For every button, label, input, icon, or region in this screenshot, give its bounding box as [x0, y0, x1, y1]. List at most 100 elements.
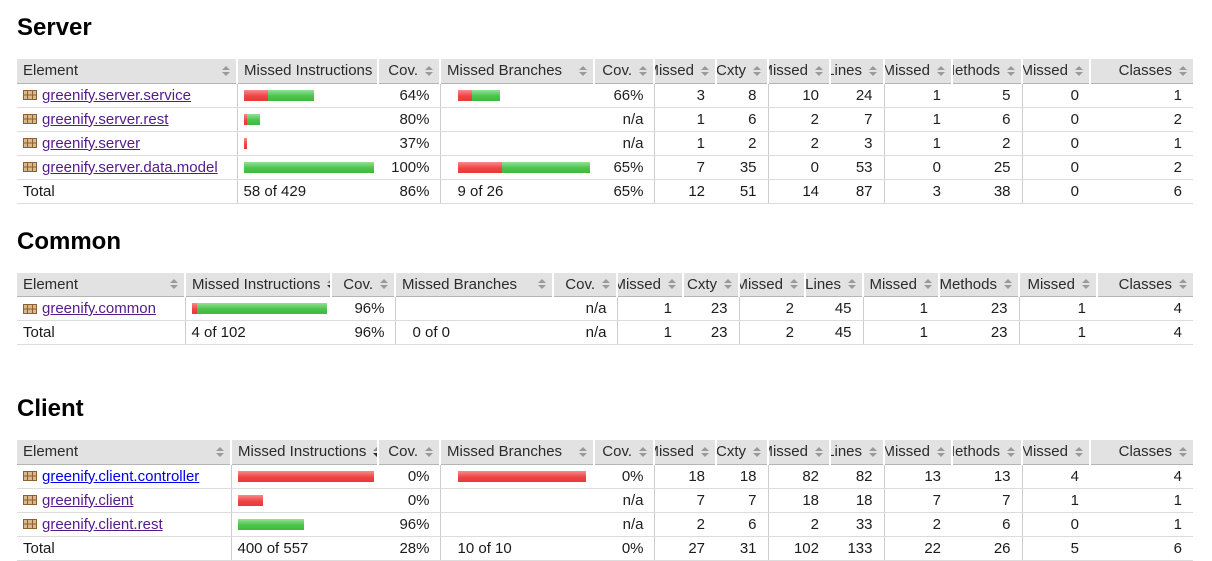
sort-both-icon	[1007, 65, 1015, 76]
column-header-element-0[interactable]: Element	[17, 440, 231, 465]
column-header-missed-7[interactable]: Missed	[767, 59, 830, 84]
missed-bar-segment	[243, 113, 247, 125]
branch-coverage-value: 0%	[594, 464, 654, 489]
column-header-element-0[interactable]: Element	[17, 59, 237, 84]
column-header-cov-2[interactable]: Cov.	[330, 272, 395, 297]
total-label: Total	[17, 320, 185, 345]
metric-value: 13	[952, 464, 1022, 489]
coverage-bar	[243, 108, 375, 131]
column-header-missed-instructions-1[interactable]: Missed Instructions	[184, 272, 331, 297]
column-header-cov-2[interactable]: Cov.	[377, 440, 440, 465]
sort-both-icon	[1179, 279, 1187, 290]
missed-bar-segment	[457, 161, 503, 173]
column-header-missed-11[interactable]: Missed	[1018, 272, 1097, 297]
total-instruction-coverage: 86%	[378, 179, 440, 204]
column-header-label: Lines	[832, 443, 862, 461]
covered-bar-segment	[267, 89, 314, 101]
metric-value: 2	[767, 131, 830, 156]
metric-value: 6	[952, 107, 1022, 132]
column-header-methods-10[interactable]: Methods	[938, 272, 1019, 297]
sort-both-icon	[937, 446, 945, 457]
metric-value: 13	[883, 464, 952, 489]
column-header-missed-11[interactable]: Missed	[1021, 59, 1090, 84]
total-metric-value: 3	[883, 179, 952, 204]
metric-value: 0	[1021, 512, 1090, 537]
coverage-table-common: Element Missed Instructions Cov. Missed Bra…	[17, 272, 1193, 345]
package-row: greenify.client.rest 96% n/a 2 6 2 33 2 6 0 1	[17, 512, 1193, 537]
sort-both-icon	[222, 65, 230, 76]
column-header-cxty-6[interactable]: Cxty	[715, 59, 768, 84]
column-header-classes-12[interactable]: Classes	[1089, 440, 1193, 465]
column-header-missed-11[interactable]: Missed	[1021, 440, 1090, 465]
column-header-missed-instructions-1[interactable]: Missed Instructions	[236, 59, 378, 84]
column-header-label: Missed	[656, 443, 694, 461]
column-header-missed-branches-3[interactable]: Missed Branches	[394, 272, 553, 297]
column-header-cov-2[interactable]: Cov.	[377, 59, 440, 84]
column-header-missed-5[interactable]: Missed	[616, 272, 683, 297]
column-header-missed-7[interactable]: Missed	[767, 440, 830, 465]
metric-value: 0	[1021, 155, 1090, 180]
total-metric-value: 1	[616, 320, 683, 345]
sort-both-icon	[701, 65, 709, 76]
covered-bar-segment	[237, 518, 304, 530]
sort-both-icon	[848, 279, 856, 290]
column-header-cov-4[interactable]: Cov.	[593, 59, 654, 84]
metric-value: 1	[1090, 131, 1193, 156]
column-header-missed-branches-3[interactable]: Missed Branches	[439, 59, 594, 84]
sort-desc-icon	[373, 446, 378, 457]
package-link-greenify-server[interactable]: greenify.server	[42, 134, 141, 152]
total-metric-value: 12	[653, 179, 716, 204]
column-header-cxty-6[interactable]: Cxty	[682, 272, 739, 297]
branch-coverage-value: n/a	[594, 512, 654, 537]
branch-coverage-value: n/a	[594, 488, 654, 513]
package-link-greenify-common[interactable]: greenify.common	[42, 300, 156, 317]
package-link-greenify-server-rest[interactable]: greenify.server.rest	[42, 110, 169, 128]
coverage-table-client: Element Missed Instructions Cov. Missed Bra…	[17, 440, 1193, 561]
package-link-greenify-client-rest[interactable]: greenify.client.rest	[42, 515, 163, 533]
total-metric-value: 22	[883, 536, 952, 561]
column-header-methods-10[interactable]: Methods	[951, 440, 1022, 465]
column-header-missed-9[interactable]: Missed	[883, 440, 952, 465]
metric-value: 0	[883, 155, 952, 180]
package-link-greenify-client-controller[interactable]: greenify.client.controller	[42, 467, 200, 485]
package-link-greenify-server-data-model[interactable]: greenify.server.data.model	[42, 158, 218, 176]
total-metric-value: 23	[939, 320, 1019, 345]
column-header-cov-4[interactable]: Cov.	[552, 272, 617, 297]
metric-value: 3	[830, 131, 884, 156]
metric-value: 23	[939, 296, 1019, 321]
column-header-element-0[interactable]: Element	[17, 272, 185, 297]
column-header-lines-8[interactable]: Lines	[829, 440, 884, 465]
column-header-label: Missed	[884, 62, 930, 80]
column-header-label: Cov.	[565, 275, 595, 293]
column-header-missed-5[interactable]: Missed	[653, 59, 716, 84]
column-header-missed-7[interactable]: Missed	[738, 272, 805, 297]
section-server: Server Element Missed Instructions Cov. Mis…	[17, 14, 1195, 204]
column-header-cxty-6[interactable]: Cxty	[715, 440, 768, 465]
column-header-missed-branches-3[interactable]: Missed Branches	[439, 440, 594, 465]
column-header-classes-12[interactable]: Classes	[1089, 59, 1193, 84]
column-header-missed-9[interactable]: Missed	[883, 59, 952, 84]
package-row: greenify.server 37% n/a 1 2 2 3 1 2 0 1	[17, 131, 1193, 156]
column-header-missed-9[interactable]: Missed	[862, 272, 939, 297]
coverage-bar	[243, 156, 374, 179]
missed-branches-cell	[439, 512, 594, 537]
metric-value: 4	[1097, 296, 1193, 321]
column-header-missed-instructions-1[interactable]: Missed Instructions	[230, 440, 378, 465]
column-header-cov-4[interactable]: Cov.	[593, 440, 654, 465]
sort-both-icon	[815, 65, 823, 76]
column-header-missed-5[interactable]: Missed	[653, 440, 716, 465]
total-metric-value: 102	[767, 536, 830, 561]
package-row: greenify.common 96% n/a 1 23 2 45 1 23 1 4	[17, 296, 1193, 321]
sort-both-icon	[538, 279, 546, 290]
column-header-classes-12[interactable]: Classes	[1096, 272, 1193, 297]
column-header-lines-8[interactable]: Lines	[829, 59, 884, 84]
missed-bar-segment	[237, 470, 374, 482]
coverage-bar	[457, 84, 591, 107]
package-link-greenify-server-service[interactable]: greenify.server.service	[42, 86, 191, 104]
total-branch-coverage: n/a	[553, 320, 617, 345]
column-header-methods-10[interactable]: Methods	[951, 59, 1022, 84]
column-header-lines-8[interactable]: Lines	[804, 272, 863, 297]
metric-value: 35	[716, 155, 768, 180]
package-link-greenify-client[interactable]: greenify.client	[42, 491, 134, 509]
